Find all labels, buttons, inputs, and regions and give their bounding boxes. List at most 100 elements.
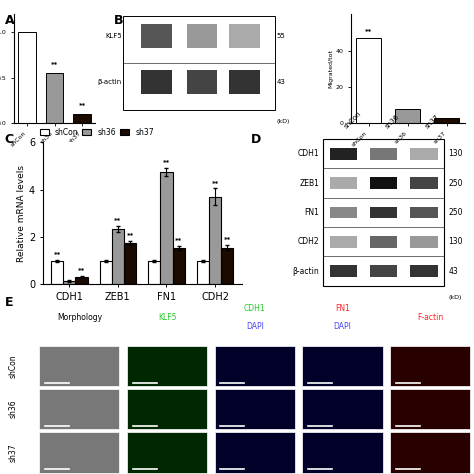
Y-axis label: Relative mRNA levels: Relative mRNA levels	[17, 165, 26, 262]
Bar	[18, 32, 36, 123]
Text: CDH1: CDH1	[298, 149, 319, 158]
Bar	[370, 148, 398, 160]
Bar	[197, 261, 209, 284]
Bar	[370, 207, 398, 219]
Bar	[124, 243, 136, 284]
Bar	[127, 432, 207, 473]
Text: 43: 43	[276, 79, 285, 85]
Bar	[410, 236, 438, 248]
Text: β-actin: β-actin	[292, 267, 319, 276]
Bar	[390, 432, 470, 473]
Text: **: **	[114, 218, 121, 224]
Text: KLF5: KLF5	[105, 33, 122, 39]
Bar	[229, 70, 260, 94]
Text: DAPI: DAPI	[334, 322, 351, 331]
Bar	[112, 229, 124, 284]
Bar	[187, 70, 217, 94]
Text: E: E	[5, 296, 13, 309]
Bar	[39, 346, 119, 386]
Bar	[330, 177, 357, 189]
Text: D: D	[251, 133, 262, 146]
Bar	[46, 73, 64, 123]
Text: 130: 130	[448, 237, 463, 246]
Bar	[390, 389, 470, 429]
Text: **: **	[79, 103, 86, 109]
Text: β-actin: β-actin	[98, 79, 122, 85]
Bar	[302, 346, 383, 386]
Bar	[215, 389, 295, 429]
Text: KLF5: KLF5	[158, 313, 176, 322]
Text: FN1: FN1	[335, 304, 350, 313]
Text: B: B	[114, 14, 123, 27]
Bar	[370, 265, 398, 277]
Legend: shCon, sh36, sh37: shCon, sh36, sh37	[36, 125, 157, 140]
Bar	[215, 432, 295, 473]
Text: 250: 250	[448, 208, 463, 217]
Bar	[221, 247, 233, 284]
Text: shCon: shCon	[344, 110, 363, 129]
Text: **: **	[163, 160, 170, 166]
Bar	[330, 148, 357, 160]
Bar	[73, 114, 91, 123]
Text: DAPI: DAPI	[246, 322, 264, 331]
Text: **: **	[224, 237, 231, 244]
Bar	[100, 261, 112, 284]
Bar	[330, 265, 357, 277]
Text: sh36: sh36	[384, 113, 400, 129]
Bar	[141, 70, 172, 94]
Bar	[39, 432, 119, 473]
Bar	[390, 346, 470, 386]
Bar	[127, 346, 207, 386]
Text: (kD): (kD)	[448, 295, 462, 301]
Text: **: **	[78, 268, 85, 274]
Bar	[410, 148, 438, 160]
Bar	[148, 261, 160, 284]
Bar	[215, 346, 295, 386]
Bar	[160, 172, 173, 284]
Bar	[370, 177, 398, 189]
Text: **: **	[51, 62, 58, 68]
Bar	[410, 207, 438, 219]
Bar	[434, 118, 459, 123]
Text: Morphology: Morphology	[57, 313, 102, 322]
Bar	[123, 17, 275, 110]
Bar	[141, 24, 172, 48]
Bar	[330, 207, 357, 219]
Text: 250: 250	[448, 179, 463, 188]
Bar	[410, 177, 438, 189]
Bar	[229, 24, 260, 48]
Text: F-actin: F-actin	[417, 313, 443, 322]
Text: sh37: sh37	[424, 113, 440, 129]
Text: CDH1: CDH1	[244, 304, 265, 313]
Text: **: **	[211, 181, 219, 187]
Text: CDH2: CDH2	[298, 237, 319, 246]
Text: sh36: sh36	[9, 400, 18, 419]
Bar	[209, 197, 221, 284]
Text: 130: 130	[448, 149, 463, 158]
Bar	[187, 24, 217, 48]
Bar	[173, 247, 185, 284]
Text: (kD): (kD)	[276, 119, 290, 124]
Bar	[51, 261, 64, 284]
Bar	[127, 389, 207, 429]
Text: 55: 55	[276, 33, 285, 39]
Text: **: **	[365, 29, 372, 35]
Y-axis label: Migrated/tot: Migrated/tot	[329, 49, 334, 88]
Text: **: **	[175, 238, 182, 244]
Bar	[370, 236, 398, 248]
Text: A: A	[5, 14, 14, 27]
Text: C: C	[5, 133, 14, 146]
Text: ZEB1: ZEB1	[299, 179, 319, 188]
Bar	[356, 38, 381, 123]
Bar	[64, 281, 75, 284]
Text: **: **	[54, 252, 61, 258]
Bar	[75, 277, 88, 284]
Text: sh37: sh37	[9, 443, 18, 462]
Text: FN1: FN1	[304, 208, 319, 217]
Text: shCon: shCon	[9, 354, 18, 378]
Text: **: **	[127, 233, 134, 239]
Bar	[410, 265, 438, 277]
Bar	[330, 236, 357, 248]
Bar	[323, 139, 444, 286]
Bar	[302, 432, 383, 473]
